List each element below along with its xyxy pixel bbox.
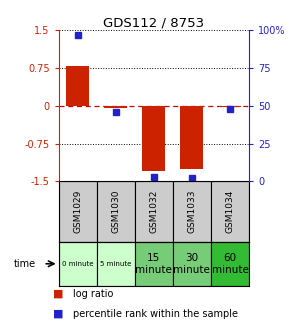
Bar [173, 242, 211, 286]
Text: percentile rank within the sample: percentile rank within the sample [73, 309, 238, 319]
Bar [66, 66, 89, 106]
Text: GSM1033: GSM1033 [188, 190, 196, 234]
Bar [219, 106, 241, 107]
Text: 0 minute: 0 minute [62, 261, 93, 267]
Text: log ratio: log ratio [73, 289, 114, 299]
Bar [97, 181, 135, 242]
Text: ■: ■ [53, 289, 63, 299]
Text: GSM1030: GSM1030 [111, 190, 120, 234]
Bar [211, 242, 249, 286]
Bar [59, 181, 97, 242]
Bar [135, 242, 173, 286]
Bar [59, 242, 97, 286]
Text: GSM1032: GSM1032 [149, 190, 158, 234]
Text: GSM1029: GSM1029 [73, 190, 82, 234]
Bar [173, 181, 211, 242]
Text: 5 minute: 5 minute [100, 261, 132, 267]
Text: time: time [13, 259, 36, 269]
Text: ■: ■ [53, 309, 63, 319]
Bar [180, 106, 203, 169]
Bar [135, 181, 173, 242]
Bar [211, 181, 249, 242]
Title: GDS112 / 8753: GDS112 / 8753 [103, 16, 205, 29]
Text: 60
minute: 60 minute [212, 253, 248, 275]
Text: 30
minute: 30 minute [173, 253, 210, 275]
Text: GSM1034: GSM1034 [226, 190, 234, 234]
Bar [97, 242, 135, 286]
Bar [104, 106, 127, 109]
Bar [142, 106, 165, 171]
Text: 15
minute: 15 minute [135, 253, 172, 275]
